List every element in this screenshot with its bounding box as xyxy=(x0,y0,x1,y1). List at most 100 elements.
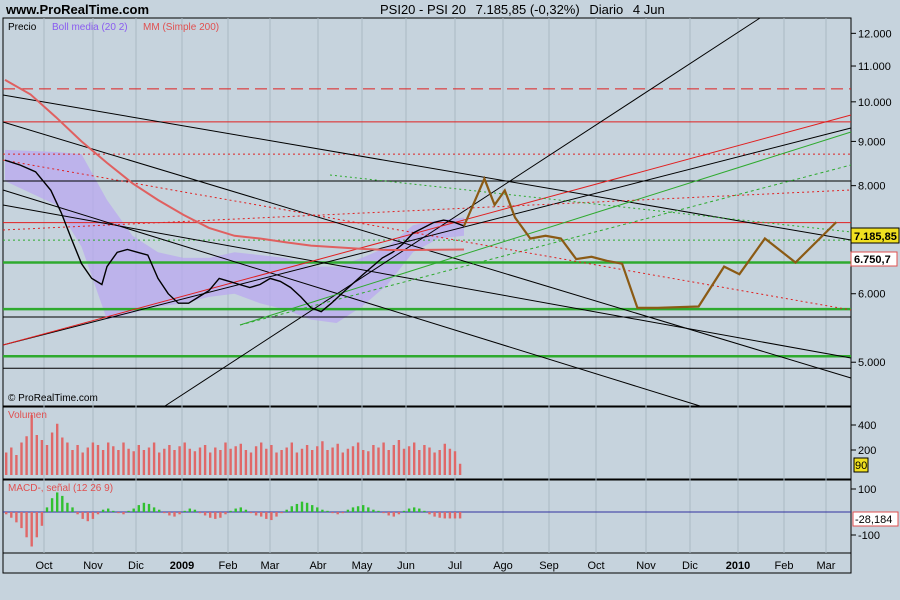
volume-bar xyxy=(234,446,237,475)
macd-bar xyxy=(45,507,49,512)
volume-bar xyxy=(331,447,334,475)
macd-bar xyxy=(178,512,181,515)
macd-bar xyxy=(295,503,299,512)
trend-lines xyxy=(2,17,852,407)
ma-value-badge xyxy=(850,251,898,267)
x-tick-label: 2009 xyxy=(170,560,194,572)
watermark: © ProRealTime.com xyxy=(8,393,98,404)
macd-bar xyxy=(71,507,74,512)
macd-bar xyxy=(188,508,191,512)
macd-bar xyxy=(112,510,115,512)
site-name[interactable]: www.ProRealTime.com xyxy=(6,2,150,17)
volume-bar xyxy=(101,450,105,475)
volume-bar xyxy=(76,445,79,475)
volume-bar xyxy=(453,451,457,475)
ma-legend: MM (Simple 200) xyxy=(143,22,219,33)
y-tick-label: 10.000 xyxy=(858,97,892,109)
y-axis-ticks: 12.00011.00010.0009.0008.0007.0006.0005.… xyxy=(851,28,892,542)
macd-bar xyxy=(137,505,140,512)
volume-bar xyxy=(285,447,288,475)
trend-line xyxy=(329,174,852,233)
volume-bar xyxy=(91,442,95,475)
chart-title: PSI20 - PSI 20 7.185,85 (-0,32%) Diario … xyxy=(380,2,671,17)
macd-bar xyxy=(5,512,8,515)
x-tick-label: Oct xyxy=(35,560,52,572)
volume-bar xyxy=(209,452,212,475)
volume-bar xyxy=(122,442,125,475)
volume-bar xyxy=(224,442,227,475)
y-tick-label: 6.000 xyxy=(858,289,886,301)
volume-bar xyxy=(45,445,49,475)
macd-value: -28,184 xyxy=(855,514,892,526)
volume-tick-label: 400 xyxy=(858,420,876,432)
volume-bar xyxy=(270,445,273,475)
price-line xyxy=(4,159,465,313)
macd-bar xyxy=(326,510,329,512)
volume-bar xyxy=(20,442,23,475)
volume-bar xyxy=(346,448,350,475)
volume-bar xyxy=(448,448,452,475)
volume-bar xyxy=(244,450,248,475)
macd-bar xyxy=(86,512,89,522)
volume-bar xyxy=(50,432,54,475)
volume-bar xyxy=(163,448,166,475)
quote-label: 7.185,85 (-0,32%) xyxy=(475,2,580,17)
macd-bar xyxy=(331,512,334,514)
macd-bar xyxy=(10,512,13,518)
macd-bar xyxy=(168,512,171,516)
price-series xyxy=(4,79,838,313)
macd-bar xyxy=(392,512,395,517)
x-axis-ticks: Oct Nov Dic 2009 Feb Mar Abr May Jun Jul Ago Sep Oct… xyxy=(35,560,835,572)
volume-bar xyxy=(71,450,74,475)
x-tick-label: Ago xyxy=(493,560,513,572)
last-price-value: 7.185,85 xyxy=(854,231,897,243)
volume-panel-title: Volumen xyxy=(8,410,47,421)
macd-bar xyxy=(229,510,232,512)
macd-bar xyxy=(132,508,135,512)
volume-bar xyxy=(295,452,299,475)
volume-bar xyxy=(341,452,344,475)
macd-bar xyxy=(239,507,242,512)
volume-bar xyxy=(397,440,401,475)
macd-bar xyxy=(260,512,263,517)
volume-bar xyxy=(280,450,283,475)
volume-bar xyxy=(254,446,258,475)
macd-bar xyxy=(203,512,207,516)
macd-bar xyxy=(453,512,457,519)
volume-bar xyxy=(40,440,44,475)
y-tick-label: 8.000 xyxy=(858,181,886,193)
volume-bar xyxy=(66,442,69,475)
volume-bar xyxy=(152,442,156,475)
trend-line xyxy=(2,204,852,359)
macd-bar xyxy=(300,501,304,512)
macd-bar xyxy=(193,509,197,512)
ma-line xyxy=(4,79,465,251)
x-tick-label: May xyxy=(352,560,373,572)
x-tick-label: Dic xyxy=(128,560,144,572)
volume-bar xyxy=(61,437,64,475)
volume-bar xyxy=(132,451,135,475)
ma-value: 6.750,7 xyxy=(854,254,891,266)
volume-bar xyxy=(372,445,375,475)
x-tick-label: Oct xyxy=(587,560,604,572)
macd-bar xyxy=(311,505,314,512)
projection-line xyxy=(462,175,838,309)
volume-bar xyxy=(443,443,446,475)
macd-bar xyxy=(81,512,84,519)
macd-value-badge xyxy=(852,511,899,527)
volume-bar xyxy=(112,446,115,475)
volume-bar xyxy=(15,455,18,475)
volume-bar xyxy=(86,447,89,475)
volume-bar xyxy=(260,442,263,475)
y-tick-label: 5.000 xyxy=(858,357,886,369)
date-label: 4 Jun xyxy=(632,2,665,17)
trend-line xyxy=(164,17,761,407)
volume-bar xyxy=(351,446,355,475)
macd-bar xyxy=(122,512,125,515)
volume-bar xyxy=(336,443,339,475)
x-tick-label: Mar xyxy=(817,560,836,572)
macd-bar xyxy=(285,509,288,512)
volume-bar xyxy=(377,447,380,475)
macd-bar xyxy=(101,509,105,512)
